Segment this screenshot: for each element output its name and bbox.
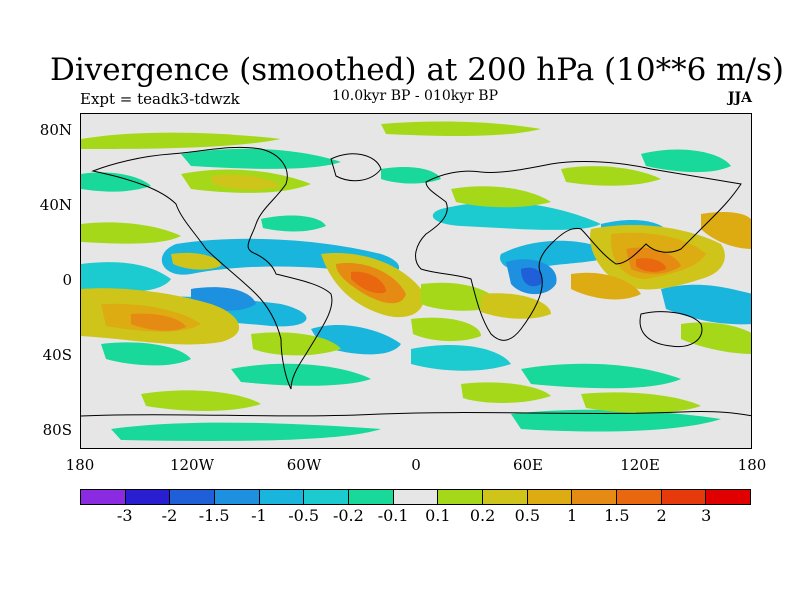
colorbar-swatch	[483, 490, 528, 504]
colorbar-swatch	[438, 490, 484, 504]
lat-label-80n: 80N	[39, 121, 72, 139]
colorbar-label: 1.5	[604, 506, 630, 525]
divergence-map	[80, 113, 752, 449]
period-subtitle: 10.0kyr BP - 010kyr BP	[331, 88, 498, 104]
colorbar-swatch	[81, 490, 126, 504]
positive-anomalies	[81, 121, 751, 413]
lat-label-40s: 40S	[42, 346, 72, 364]
colorbar-label: -1.5	[198, 506, 230, 525]
lon-label-120e: 120E	[620, 456, 660, 474]
season-label: JJA	[727, 90, 752, 106]
colorbar-swatch	[572, 490, 618, 504]
colorbar-swatch	[125, 490, 171, 504]
coastlines	[81, 146, 751, 417]
colorbar-label: -1	[251, 506, 267, 525]
colorbar-swatch	[617, 490, 662, 504]
lon-label-60w: 60W	[286, 456, 322, 474]
lon-label-180w: 180	[65, 456, 95, 474]
colorbar-swatch	[259, 490, 305, 504]
colorbar-label: 0.5	[514, 506, 541, 525]
experiment-label: Expt = teadk3-tdwzk	[80, 90, 240, 108]
colorbar-swatch	[170, 490, 216, 504]
colorbar-label: -0.5	[288, 506, 320, 525]
colorbar-label: -0.1	[377, 506, 409, 525]
colorbar-label: 2	[656, 506, 667, 525]
colorbar-label: 1	[566, 506, 578, 525]
colorbar-swatch	[349, 490, 394, 504]
map-canvas	[81, 114, 751, 448]
lon-label-60e: 60E	[512, 456, 544, 474]
lat-label-80s: 80S	[42, 421, 72, 439]
colorbar-label: 0.1	[425, 506, 451, 525]
lat-label-0: 0	[62, 271, 72, 289]
colorbar-swatch	[706, 490, 751, 504]
colorbar-swatch	[661, 490, 707, 504]
colorbar-label: 3	[701, 506, 712, 525]
lat-label-40n: 40N	[39, 196, 72, 214]
colorbar	[80, 489, 751, 505]
colorbar-label: -0.2	[332, 506, 364, 525]
colorbar-swatch	[215, 490, 260, 504]
lon-label-0: 0	[411, 456, 421, 474]
colorbar-label: -3	[116, 506, 133, 525]
lon-label-180e: 180	[737, 456, 767, 474]
colorbar-label: -2	[161, 506, 178, 525]
colorbar-swatch	[393, 490, 439, 504]
colorbar-swatch	[304, 490, 350, 504]
colorbar-swatch	[527, 490, 573, 504]
colorbar-label: 0.2	[469, 506, 496, 525]
plot-title: Divergence (smoothed) at 200 hPa (10**6 …	[50, 52, 784, 88]
lon-label-120w: 120W	[169, 456, 215, 474]
